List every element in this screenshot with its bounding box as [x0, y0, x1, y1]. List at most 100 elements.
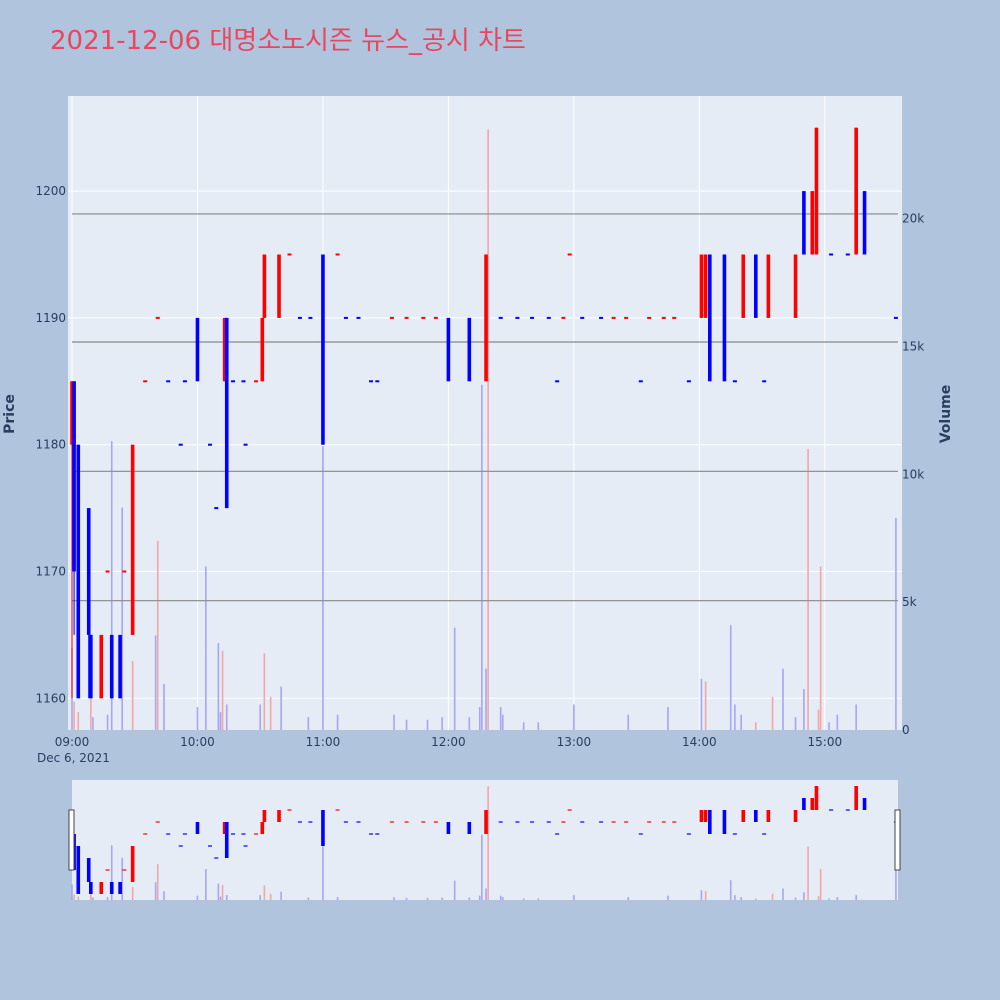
range-slider-right-handle[interactable]	[894, 809, 901, 871]
candle-body	[321, 254, 325, 445]
slider-flat-mark	[686, 833, 691, 835]
range-slider[interactable]	[72, 780, 898, 900]
slider-candle	[277, 810, 281, 822]
slider-candle	[321, 810, 325, 846]
volume-bar	[205, 566, 207, 730]
volume-bar	[771, 696, 774, 730]
candle-body	[262, 254, 267, 318]
slider-volume-bar	[627, 897, 630, 900]
main-plot-area[interactable]	[68, 96, 902, 730]
range-slider-left-handle[interactable]	[68, 809, 75, 871]
candle-body	[89, 634, 93, 699]
slider-flat-mark	[241, 833, 246, 835]
slider-volume-bar	[71, 884, 73, 900]
slider-flat-mark	[297, 821, 302, 823]
volume-bar	[817, 709, 820, 730]
volume-bar	[667, 706, 669, 730]
slider-volume-bar	[771, 893, 774, 900]
candle-body	[741, 254, 746, 318]
slider-volume-bar	[131, 886, 134, 900]
slider-volume-bar	[499, 895, 502, 900]
volume-bar	[92, 717, 94, 730]
slider-flat-mark	[404, 821, 409, 823]
volume-bar	[478, 706, 481, 730]
volume-bar	[453, 627, 456, 730]
flat-trade-mark	[686, 380, 691, 383]
volume-bar	[828, 722, 830, 730]
flat-trade-mark	[845, 253, 850, 256]
slider-candle	[130, 846, 135, 882]
volume-axis-title: Volume	[938, 385, 954, 444]
flat-trade-mark	[166, 380, 171, 383]
volume-bar	[336, 714, 339, 730]
flat-trade-mark	[762, 380, 767, 383]
candle-body	[802, 191, 806, 255]
slider-candle	[814, 786, 819, 810]
slider-volume-bar	[740, 897, 742, 900]
slider-volume-bar	[485, 888, 487, 900]
slider-volume-bar	[481, 834, 483, 900]
volume-bar	[217, 643, 220, 730]
volume-tick-label: 20k	[902, 212, 924, 226]
flat-trade-mark	[155, 316, 160, 319]
time-tick-label: 10:00	[180, 735, 215, 749]
candle-body	[722, 254, 727, 382]
volume-bar	[537, 722, 540, 730]
volume-bar	[819, 566, 822, 730]
candle-body	[130, 444, 135, 635]
candle-body	[862, 191, 867, 255]
flat-trade-mark	[829, 253, 834, 256]
slider-flat-mark	[105, 869, 110, 871]
slider-flat-mark	[208, 845, 213, 847]
candle-body	[70, 381, 74, 445]
slider-volume-bar	[819, 869, 822, 900]
price-tick-label: 1200	[35, 184, 66, 198]
slider-volume-bar	[537, 898, 540, 900]
volume-bar	[700, 678, 703, 730]
volume-bar	[163, 683, 165, 730]
slider-flat-mark	[647, 821, 652, 823]
slider-candle	[766, 810, 771, 822]
candle-body	[76, 444, 81, 699]
slider-candle	[260, 822, 265, 834]
volume-bar	[487, 129, 489, 730]
volume-bar	[259, 704, 262, 730]
slider-volume-bar	[807, 846, 809, 900]
flat-trade-mark	[611, 316, 616, 319]
volume-tick-label: 15k	[902, 340, 924, 354]
slider-flat-mark	[829, 809, 834, 811]
slider-candle	[99, 882, 104, 894]
volume-bar	[441, 717, 443, 730]
flat-trade-mark	[567, 253, 572, 256]
flat-trade-mark	[638, 380, 643, 383]
volume-bar	[782, 668, 784, 730]
slider-volume-bar	[704, 890, 707, 900]
slider-candle	[467, 822, 472, 834]
candle-body	[222, 317, 227, 382]
slider-volume-bar	[441, 897, 443, 900]
slider-candle	[703, 810, 708, 822]
volume-bar	[734, 704, 736, 730]
volume-bar	[481, 384, 483, 730]
candle-body	[703, 254, 708, 318]
range-slider-preview	[70, 786, 898, 900]
price-axis-ticks: 1160 1170 1180 1190 1200	[35, 184, 66, 705]
volume-bar	[90, 686, 92, 730]
flat-trade-mark	[122, 570, 127, 573]
slider-flat-mark	[375, 833, 380, 835]
slider-flat-mark	[166, 833, 171, 835]
slider-flat-mark	[567, 809, 572, 811]
volume-bar	[836, 714, 839, 730]
slider-volume-bar	[393, 897, 395, 900]
time-tick-label: 14:00	[682, 735, 717, 749]
volume-bar	[154, 635, 157, 730]
slider-candle	[802, 798, 806, 810]
volume-bar	[704, 681, 707, 730]
slider-candle	[854, 786, 858, 810]
slider-flat-mark	[369, 833, 374, 835]
slider-volume-bar	[196, 895, 199, 900]
flat-trade-mark	[546, 316, 551, 319]
horizontal-reference-lines	[72, 213, 898, 602]
flat-trade-mark	[433, 316, 438, 319]
slider-volume-bar	[729, 880, 732, 900]
